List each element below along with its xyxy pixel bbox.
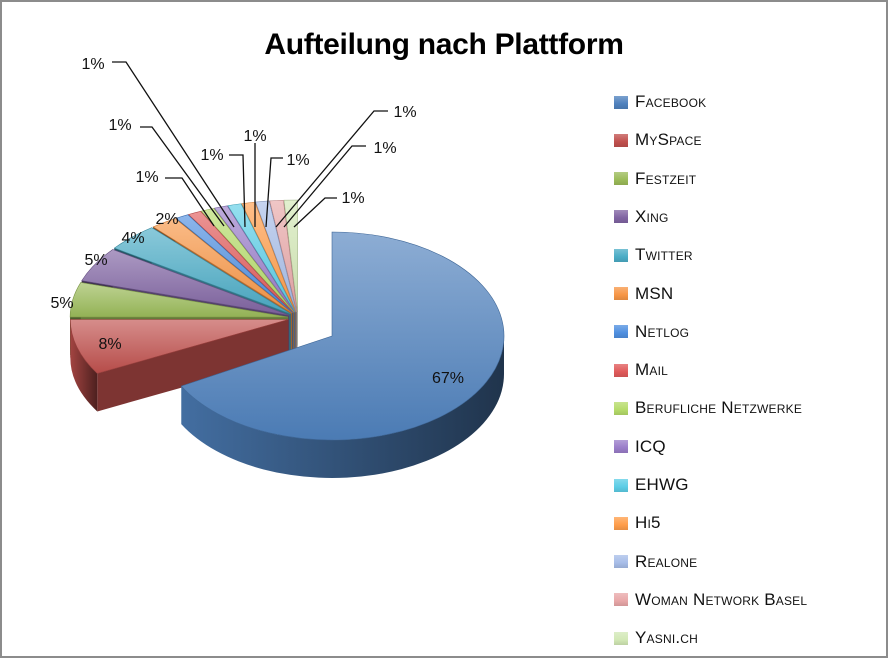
legend-swatch-icon: [614, 172, 628, 186]
legend-label: Xing: [635, 206, 669, 226]
legend-item: Twitter: [614, 241, 693, 269]
legend-swatch-icon: [614, 440, 628, 454]
leader-line: [112, 61, 235, 228]
legend-label: Netlog: [635, 321, 690, 341]
data-label: 1%: [200, 147, 223, 164]
leader-line: [140, 126, 225, 227]
legend-label: Facebook: [635, 92, 707, 111]
legend-label: MSN: [635, 283, 674, 303]
data-label: 1%: [341, 190, 364, 207]
data-label: 5%: [50, 295, 73, 312]
data-label: 1%: [393, 104, 416, 121]
legend-label: Hi5: [635, 513, 661, 533]
legend-item: Xing: [614, 203, 668, 231]
leader-line: [275, 110, 388, 228]
legend-item: Yasni.ch: [614, 624, 698, 652]
legend-item: MSN: [614, 280, 673, 308]
data-label: 1%: [243, 128, 266, 145]
pie-slice-main: [180, 231, 505, 479]
legend-swatch-icon: [614, 478, 628, 492]
chart-title: Aufteilung nach Plattform: [0, 28, 888, 62]
chart-title-text: Aufteilung nach Plattform: [264, 28, 624, 61]
legend-swatch-icon: [614, 516, 628, 530]
legend-item: Realone: [614, 548, 697, 576]
legend-item: MySpace: [614, 126, 702, 154]
legend-item: Facebook: [614, 88, 706, 116]
data-label: 67%: [432, 370, 464, 387]
leader-line: [293, 197, 337, 228]
legend-item: ICQ: [614, 433, 666, 461]
data-label: 1%: [373, 140, 396, 157]
legend-label: Festzeit: [635, 168, 697, 188]
legend-label: Woman Network Basel: [635, 589, 808, 609]
legend-item: Mail: [614, 356, 668, 384]
data-label: 1%: [286, 152, 309, 169]
legend-item: Berufliche Netzwerke: [614, 394, 802, 422]
data-label: 1%: [81, 56, 104, 73]
legend-label: Realone: [635, 551, 698, 571]
legend-swatch-icon: [614, 210, 628, 224]
legend-swatch-icon: [614, 95, 628, 109]
leader-line: [229, 154, 246, 228]
legend-label: Berufliche Netzwerke: [635, 398, 803, 418]
legend-swatch-icon: [614, 248, 628, 262]
legend-swatch-icon: [614, 593, 628, 607]
legend-label: MySpace: [635, 130, 702, 150]
legend-swatch-icon: [614, 401, 628, 415]
pie-slice: [70, 319, 289, 412]
legend-label: Twitter: [635, 245, 693, 265]
data-label: 5%: [84, 252, 107, 269]
legend-swatch-icon: [614, 325, 628, 339]
legend-item: Woman Network Basel: [614, 586, 807, 614]
legend-item: Netlog: [614, 318, 689, 346]
data-label: 1%: [108, 117, 131, 134]
leader-line: [265, 157, 283, 228]
legend-label: Yasni.ch: [635, 628, 699, 648]
data-label: 1%: [135, 169, 158, 186]
leader-line: [283, 145, 366, 228]
legend-label: Mail: [635, 360, 668, 380]
legend-label: EHWG: [635, 475, 689, 494]
data-label: 8%: [98, 336, 121, 353]
data-label: 2%: [155, 211, 178, 228]
legend-swatch-icon: [614, 287, 628, 300]
legend-item: Festzeit: [614, 165, 696, 193]
leader-line: [165, 177, 215, 227]
legend-swatch-icon: [614, 133, 628, 147]
legend-item: EHWG: [614, 471, 689, 499]
data-label: 4%: [121, 230, 144, 247]
legend-swatch-icon: [614, 631, 628, 645]
legend-swatch-icon: [614, 363, 628, 377]
legend-label: ICQ: [635, 436, 666, 456]
legend-item: Hi5: [614, 509, 661, 537]
legend-swatch-icon: [614, 555, 628, 569]
